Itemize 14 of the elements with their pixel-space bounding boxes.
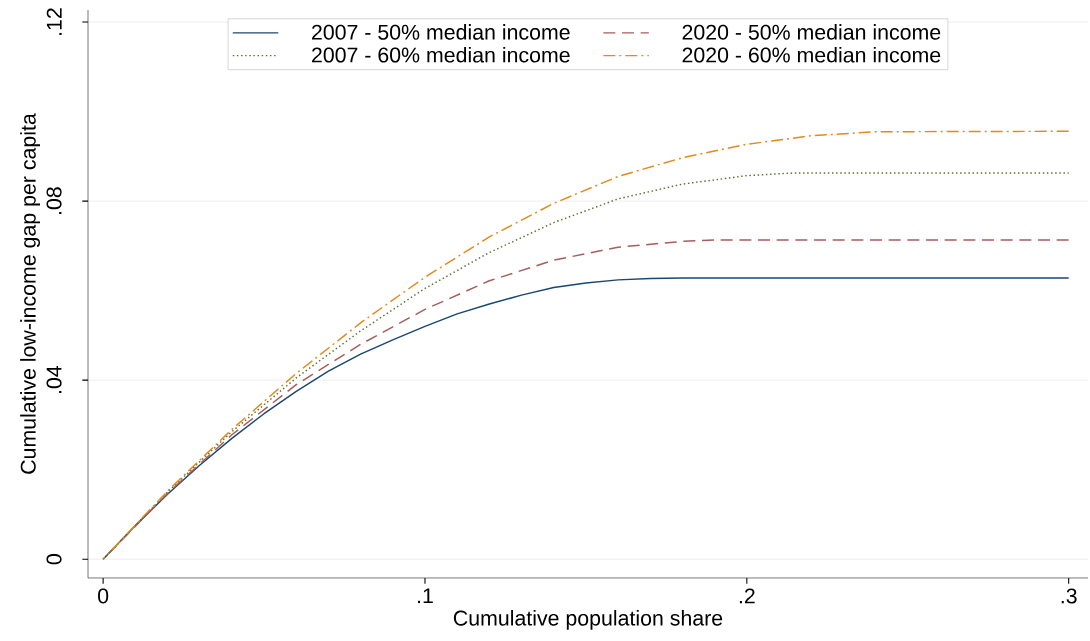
x-tick-label: .1 [418,588,433,604]
legend-label: 2007 - 50% median income [312,24,570,40]
y-axis-title: Cumulative low-income gap per capita [20,113,41,474]
y-tick-label: 0 [46,554,62,565]
legend-label: 2007 - 60% median income [312,46,570,63]
legend-label: 2020 - 50% median income [682,24,941,40]
x-tick-label: 0 [98,588,109,604]
legend-label: 2020 - 60% median income [682,46,941,63]
y-tick-label: .08 [46,187,62,214]
y-tick-label: .04 [46,365,62,394]
x-axis-title: Cumulative population share [453,609,723,630]
x-tick-label: .3 [1061,588,1077,604]
x-tick-label: .2 [739,588,755,604]
y-tick-label: .12 [46,8,62,35]
